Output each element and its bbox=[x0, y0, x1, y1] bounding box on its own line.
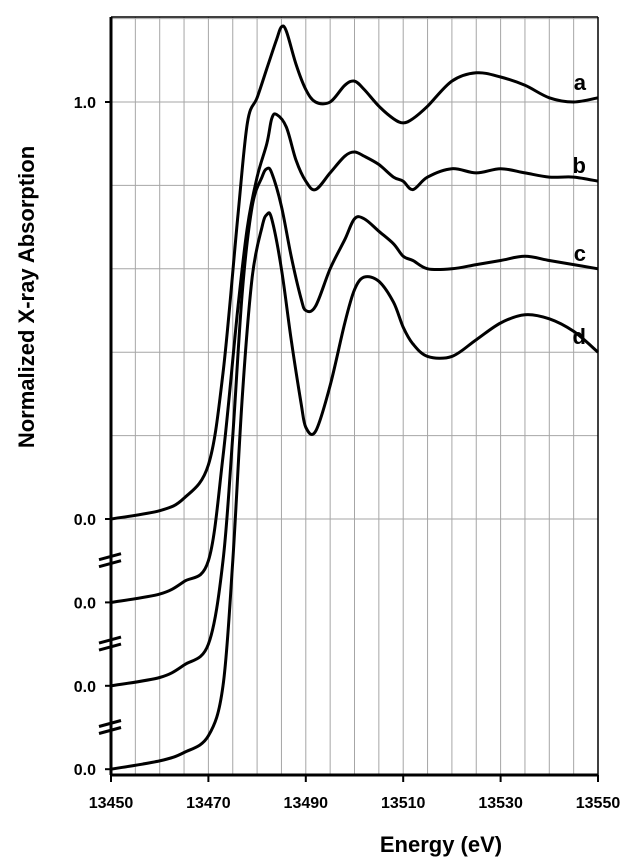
axis-break-mark bbox=[98, 559, 122, 569]
x-axis-title: Energy (eV) bbox=[380, 832, 502, 857]
series-line-b bbox=[110, 112, 599, 604]
axis-break-mark bbox=[98, 726, 122, 735]
y-tick-label: 0.0 bbox=[74, 762, 96, 779]
axis-break-mark bbox=[98, 719, 122, 728]
x-tick-label: 13510 bbox=[381, 795, 426, 812]
series-label-d: d bbox=[573, 324, 586, 349]
axis-break-mark bbox=[98, 552, 122, 562]
grid-layer bbox=[111, 17, 598, 775]
y-tick-label: 0.0 bbox=[74, 512, 96, 529]
x-tick-label: 13530 bbox=[478, 795, 523, 812]
series-layer bbox=[110, 24, 599, 771]
x-tick-label: 13450 bbox=[89, 795, 134, 812]
series-line-a bbox=[110, 24, 599, 521]
axis-break-mark bbox=[98, 635, 122, 645]
y-tick-label: 0.0 bbox=[74, 595, 96, 612]
series-line-d bbox=[110, 211, 599, 771]
axis-break-mark bbox=[98, 642, 122, 652]
series-label-b: b bbox=[573, 153, 586, 178]
x-tick-label: 13550 bbox=[576, 795, 621, 812]
series-label-a: a bbox=[574, 70, 587, 95]
series-line-c bbox=[110, 166, 599, 688]
y-tick-label: 0.0 bbox=[74, 679, 96, 696]
y-axis-title: Normalized X-ray Absorption bbox=[14, 146, 39, 448]
y-tick-label: 1.0 bbox=[74, 95, 96, 112]
label-layer: 13450 13470 13490 13510 13530 13550 1.0 0.0 0.0 0… bbox=[74, 70, 621, 812]
x-tick-label: 13490 bbox=[284, 795, 329, 812]
x-tick-label: 13470 bbox=[186, 795, 231, 812]
series-label-c: c bbox=[574, 241, 586, 266]
axis-layer bbox=[98, 16, 599, 782]
